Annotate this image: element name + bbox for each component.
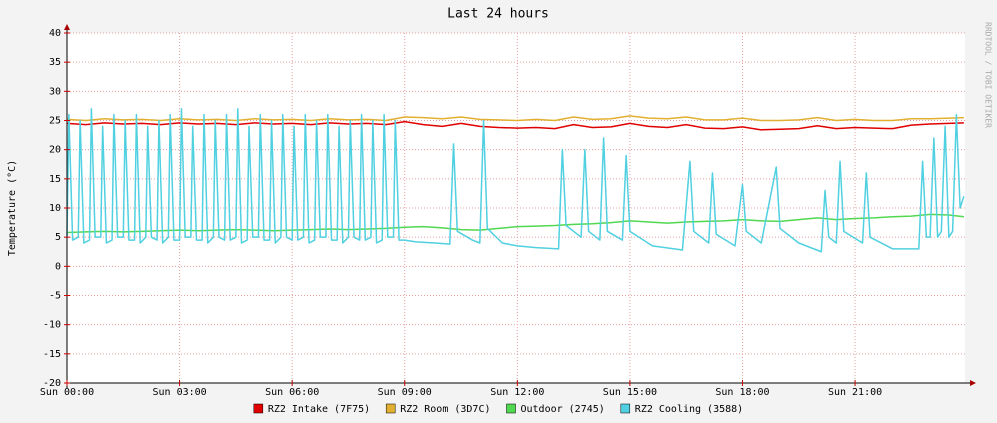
- legend-label: RZ2 Intake (7F75): [268, 404, 370, 415]
- y-tick-label: 15: [49, 174, 61, 185]
- y-tick-label: 40: [49, 28, 61, 39]
- legend-item: RZ2 Intake (7F75): [253, 403, 370, 415]
- y-tick-label: 30: [49, 86, 61, 97]
- series-line: [66, 108, 965, 253]
- x-tick-label: Sun 03:00: [152, 387, 206, 398]
- series-line: [66, 213, 964, 234]
- y-tick-label: -15: [43, 349, 61, 360]
- chart-title: Last 24 hours: [447, 7, 549, 22]
- y-tick-label: -5: [49, 291, 61, 302]
- x-tick-label: Sun 06:00: [265, 387, 319, 398]
- axes: -20 -15 -10 -5 0 5 10 15 20 25 30 35 40 Sun 00:00 Sun …: [40, 24, 976, 398]
- y-tick-label: 20: [49, 145, 61, 156]
- series-line: [66, 120, 964, 131]
- x-tick-label: Sun 00:00: [40, 387, 94, 398]
- x-tick-label: Sun 18:00: [715, 387, 769, 398]
- y-tick-label: 0: [55, 261, 61, 272]
- legend-item: Outdoor (2745): [506, 403, 605, 415]
- legend-item: RZ2 Room (3D7C): [385, 403, 491, 415]
- legend-item: RZ2 Cooling (3588): [620, 403, 743, 415]
- watermark: RRDTOOL / TOBI OETIKER: [984, 22, 993, 128]
- y-tick-label: -10: [43, 320, 61, 331]
- legend-swatch: [506, 403, 516, 414]
- lines: [66, 108, 965, 253]
- y-tick-label: 10: [49, 203, 61, 214]
- y-tick-label: 25: [49, 116, 61, 127]
- x-tick-label: Sun 12:00: [490, 387, 544, 398]
- legend-label: RZ2 Room (3D7C): [400, 404, 490, 415]
- legend-swatch: [253, 403, 264, 414]
- legend-label: Outdoor (2745): [521, 404, 605, 415]
- y-tick-label: 35: [49, 57, 61, 68]
- legend-label: RZ2 Cooling (3588): [635, 404, 743, 415]
- y-axis-arrow: [64, 24, 70, 30]
- y-tick-label: -20: [43, 378, 61, 389]
- y-axis-label: Temperature (°C): [7, 160, 18, 256]
- series-line: [66, 115, 964, 122]
- plot-area: [67, 33, 965, 383]
- x-tick-label: Sun 09:00: [378, 387, 432, 398]
- legend: RZ2 Intake (7F75) RZ2 Room (3D7C) Outdoor …: [253, 403, 743, 415]
- y-tick-label: 5: [55, 232, 61, 243]
- legend-swatch: [385, 403, 396, 414]
- legend-swatch: [620, 403, 631, 414]
- x-tick-label: Sun 15:00: [603, 387, 657, 398]
- x-tick-label: Sun 21:00: [828, 387, 882, 398]
- x-axis-arrow: [970, 380, 976, 386]
